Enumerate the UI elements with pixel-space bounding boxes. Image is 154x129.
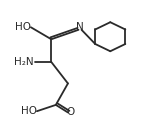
Text: N: N — [76, 22, 84, 32]
Text: O: O — [67, 107, 75, 118]
Text: H₂N: H₂N — [14, 57, 33, 67]
Text: HO: HO — [15, 22, 30, 32]
Text: HO: HO — [21, 106, 37, 116]
